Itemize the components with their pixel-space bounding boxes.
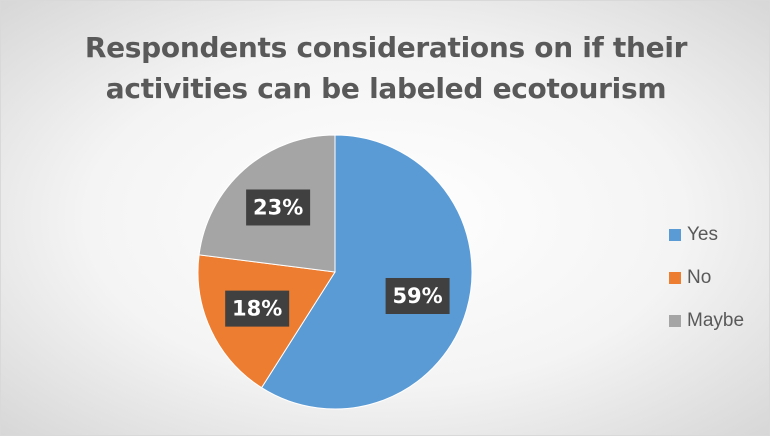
- legend-label-yes: Yes: [687, 223, 718, 245]
- data-label-text: 18%: [232, 297, 282, 321]
- data-label-text: 23%: [253, 195, 303, 219]
- data-label-maybe: 23%: [246, 189, 311, 226]
- pie-data-labels: 59% 18% 23%: [225, 189, 450, 327]
- data-label-no: 18%: [225, 290, 290, 327]
- data-label-box: [225, 290, 290, 327]
- legend-item-no: No: [669, 256, 744, 299]
- legend-swatch-maybe: [669, 314, 681, 327]
- pie-slices: [197, 134, 473, 410]
- legend-item-maybe: Maybe: [669, 299, 744, 342]
- data-label-yes: 59%: [385, 277, 450, 314]
- legend: Yes No Maybe: [669, 213, 744, 342]
- legend-label-maybe: Maybe: [687, 309, 745, 331]
- legend-swatch-no: [669, 271, 681, 284]
- data-label-text: 59%: [392, 284, 442, 308]
- legend-item-yes: Yes: [669, 213, 744, 256]
- pie-slice-yes: [260, 134, 473, 410]
- chart-title-line-2: activities can be labeled ecotourism: [105, 72, 667, 105]
- data-label-box: [246, 189, 311, 226]
- data-label-box: [385, 277, 450, 314]
- legend-swatch-yes: [669, 228, 681, 241]
- legend-label-no: No: [687, 266, 712, 288]
- chart-title-line-1: Respondents considerations on if their: [84, 31, 688, 64]
